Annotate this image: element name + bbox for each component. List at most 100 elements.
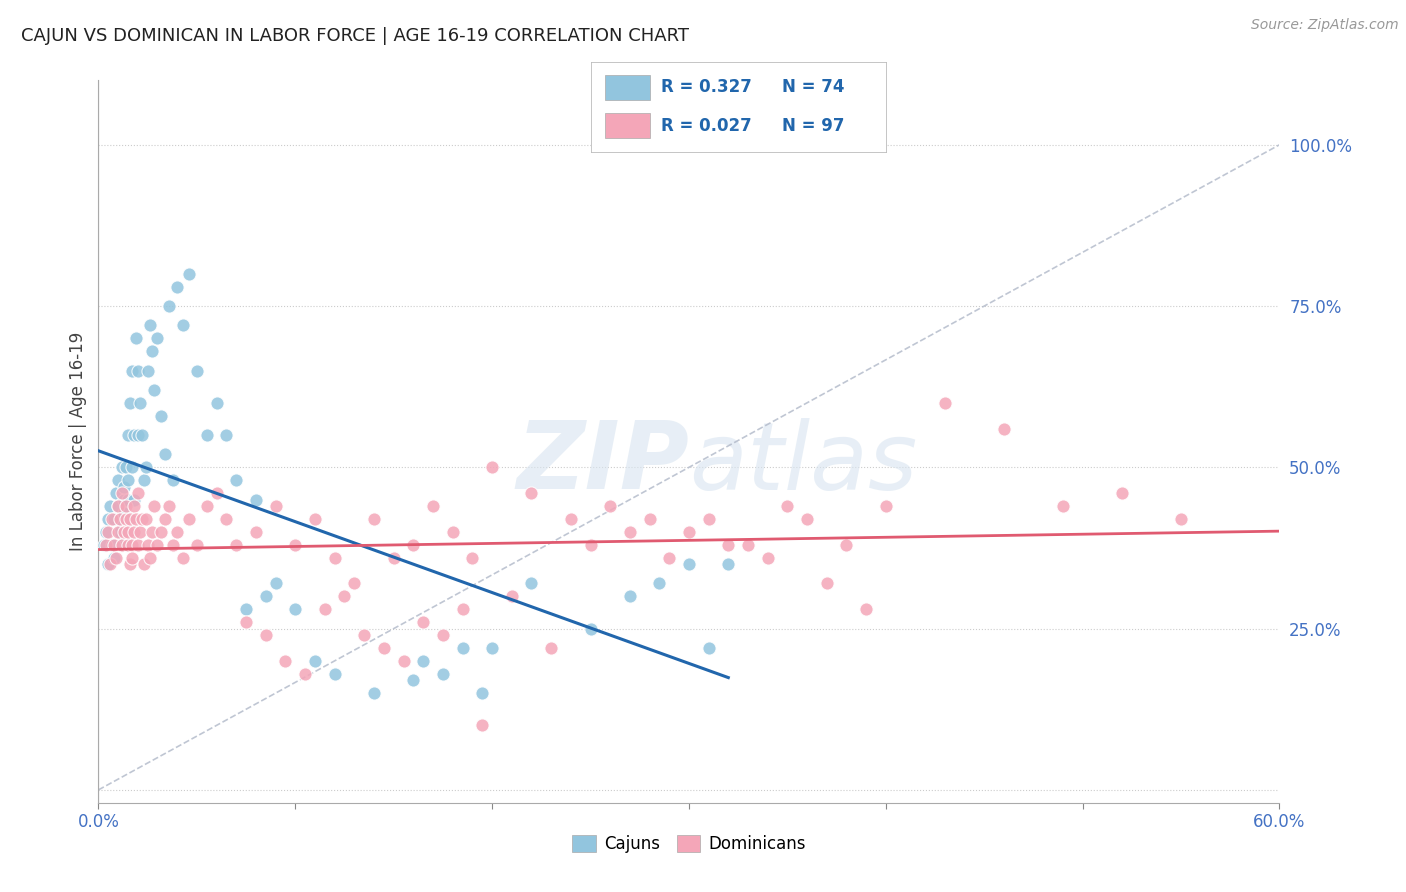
- Point: [117, 524, 139, 539]
- Point: [501, 590, 523, 604]
- Point: [105, 486, 128, 500]
- Point: [323, 666, 346, 681]
- Point: [142, 383, 165, 397]
- Point: [412, 654, 434, 668]
- Point: [934, 396, 956, 410]
- Point: [115, 460, 138, 475]
- Point: [107, 499, 129, 513]
- Point: [451, 640, 474, 655]
- Point: [122, 499, 145, 513]
- Point: [225, 538, 247, 552]
- Point: [294, 666, 316, 681]
- Point: [648, 576, 671, 591]
- Point: [98, 499, 121, 513]
- Point: [111, 538, 134, 552]
- Point: [245, 524, 267, 539]
- Point: [333, 590, 356, 604]
- Point: [697, 512, 720, 526]
- Point: [195, 499, 218, 513]
- Point: [125, 512, 148, 526]
- Point: [353, 628, 375, 642]
- Point: [118, 557, 141, 571]
- Point: [284, 602, 307, 616]
- Point: [141, 524, 163, 539]
- Point: [235, 602, 257, 616]
- Point: [855, 602, 877, 616]
- Point: [142, 499, 165, 513]
- Point: [101, 538, 124, 552]
- Point: [115, 499, 138, 513]
- Text: N = 97: N = 97: [782, 117, 845, 135]
- Point: [993, 422, 1015, 436]
- Point: [402, 673, 425, 688]
- Point: [314, 602, 336, 616]
- Point: [132, 557, 155, 571]
- Point: [136, 538, 159, 552]
- Point: [678, 524, 700, 539]
- Point: [108, 512, 131, 526]
- Point: [461, 550, 484, 565]
- Point: [96, 524, 118, 539]
- Point: [1170, 512, 1192, 526]
- Point: [101, 512, 124, 526]
- Point: [150, 409, 173, 423]
- Point: [98, 557, 121, 571]
- Point: [471, 686, 494, 700]
- Point: [678, 557, 700, 571]
- Point: [796, 512, 818, 526]
- Point: [155, 512, 177, 526]
- Point: [815, 576, 838, 591]
- Point: [127, 538, 149, 552]
- Point: [93, 538, 115, 552]
- Point: [363, 686, 385, 700]
- Point: [560, 512, 582, 526]
- Y-axis label: In Labor Force | Age 16-19: In Labor Force | Age 16-19: [69, 332, 87, 551]
- Point: [97, 524, 120, 539]
- Point: [599, 499, 621, 513]
- Point: [103, 538, 125, 552]
- Point: [215, 512, 238, 526]
- Point: [177, 267, 200, 281]
- Point: [304, 512, 326, 526]
- Point: [835, 538, 858, 552]
- Point: [136, 363, 159, 377]
- Point: [155, 447, 177, 461]
- Point: [118, 512, 141, 526]
- Point: [166, 279, 188, 293]
- Point: [264, 499, 287, 513]
- Point: [108, 512, 131, 526]
- Point: [451, 602, 474, 616]
- Point: [121, 550, 143, 565]
- Point: [121, 363, 143, 377]
- Point: [186, 538, 208, 552]
- Point: [162, 473, 184, 487]
- Point: [138, 318, 160, 333]
- Point: [121, 538, 143, 552]
- Point: [112, 524, 135, 539]
- Point: [127, 363, 149, 377]
- Point: [103, 550, 125, 565]
- Point: [122, 492, 145, 507]
- Point: [235, 615, 257, 630]
- Point: [254, 628, 277, 642]
- Point: [205, 396, 228, 410]
- Point: [117, 428, 139, 442]
- Point: [432, 666, 454, 681]
- Point: [125, 331, 148, 345]
- Point: [697, 640, 720, 655]
- Point: [540, 640, 562, 655]
- Point: [186, 363, 208, 377]
- Point: [225, 473, 247, 487]
- Point: [363, 512, 385, 526]
- Point: [128, 396, 150, 410]
- Point: [343, 576, 366, 591]
- Point: [157, 499, 180, 513]
- Point: [1111, 486, 1133, 500]
- Point: [392, 654, 415, 668]
- Point: [172, 550, 194, 565]
- Point: [323, 550, 346, 565]
- Text: Source: ZipAtlas.com: Source: ZipAtlas.com: [1251, 18, 1399, 32]
- Point: [111, 460, 134, 475]
- Point: [132, 473, 155, 487]
- Point: [118, 512, 141, 526]
